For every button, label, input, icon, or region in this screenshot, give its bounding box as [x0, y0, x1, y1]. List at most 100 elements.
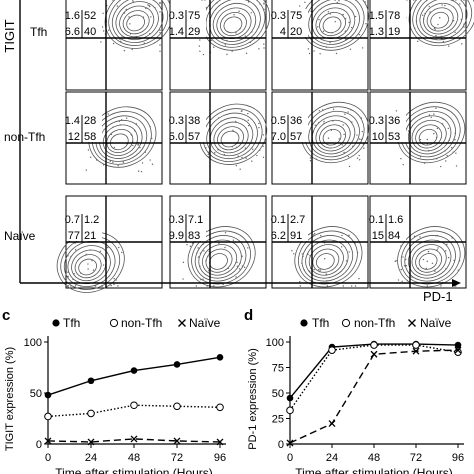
event-dot	[235, 146, 238, 149]
event-dot	[87, 268, 89, 270]
legend-marker	[178, 319, 186, 327]
quadrant-br-value: 83	[188, 230, 200, 242]
event-dot	[72, 278, 74, 281]
legend-marker	[341, 318, 351, 328]
contour-line	[419, 0, 463, 38]
event-dot	[213, 285, 215, 287]
event-dot	[360, 138, 362, 141]
data-point-open	[44, 412, 52, 421]
event-dot	[131, 134, 133, 136]
contour-line	[404, 235, 456, 282]
event-dot	[314, 232, 316, 235]
quadrant-bl-value: 6.6	[65, 26, 80, 38]
event-dot	[207, 255, 209, 258]
event-dot	[147, 4, 149, 6]
contour-line	[202, 244, 238, 276]
flow-plot-r1-c1: 0.3 38 5.0 57	[169, 91, 268, 185]
event-dot	[313, 50, 315, 52]
event-dot	[401, 280, 403, 283]
event-dot	[67, 255, 69, 257]
legend-label: non-Tfh	[354, 316, 395, 330]
quadrant-br-value: 29	[188, 26, 200, 38]
event-dot	[107, 246, 109, 249]
legend-label: non-Tfh	[121, 316, 162, 330]
event-dot	[109, 160, 112, 162]
event-dot	[308, 52, 311, 55]
contour-line	[108, 0, 169, 46]
event-dot	[74, 249, 77, 251]
event-dot	[451, 147, 453, 149]
contour-line	[308, 110, 360, 158]
y-tick-label: 25	[272, 414, 284, 426]
quadrant-label-bg	[68, 9, 102, 37]
event-dot	[125, 8, 128, 11]
quadrant-label-bg	[172, 213, 206, 241]
event-dot	[199, 39, 201, 41]
event-dot	[118, 120, 121, 123]
contour-line	[315, 253, 335, 270]
event-dot	[360, 117, 363, 119]
panel-letter: d	[244, 307, 253, 324]
event-dot	[145, 7, 147, 10]
event-dot	[198, 45, 201, 47]
quadrant-tr-value: 75	[290, 10, 302, 22]
quadrant-label-bg	[372, 114, 406, 142]
quadrant-bl-value: 15	[372, 230, 384, 242]
event-dot	[329, 41, 331, 44]
event-dot	[117, 285, 119, 287]
event-dot	[80, 285, 82, 287]
event-dot	[113, 277, 115, 280]
legend-marker	[109, 318, 119, 328]
event-dot	[235, 276, 237, 278]
event-dot	[348, 21, 350, 24]
contour-line	[194, 235, 247, 282]
event-dot	[326, 280, 328, 282]
event-dot	[400, 245, 402, 247]
legend-item-2: Naïve	[178, 316, 221, 330]
event-dot	[235, 164, 238, 167]
event-dot	[307, 253, 309, 255]
event-dot	[299, 285, 302, 287]
event-dot	[419, 156, 422, 158]
event-dot	[341, 144, 344, 146]
event-dot	[159, 32, 161, 34]
event-dot	[422, 14, 424, 16]
contour-line	[423, 2, 459, 35]
event-dot	[361, 130, 363, 133]
event-dot	[224, 246, 226, 249]
event-dot	[299, 280, 301, 283]
event-dot	[326, 285, 329, 287]
event-dot	[182, 261, 185, 264]
event-dot	[240, 110, 243, 112]
event-dot	[451, 237, 453, 239]
event-dot	[239, 262, 241, 264]
event-dot	[241, 265, 243, 267]
contour-line	[109, 133, 129, 151]
event-dot	[301, 253, 304, 255]
event-dot	[262, 134, 265, 136]
contour-line	[219, 11, 247, 37]
event-dot	[301, 262, 303, 265]
event-dot	[236, 261, 238, 264]
event-dot	[348, 234, 350, 237]
event-dot	[112, 126, 114, 128]
event-dot	[352, 145, 354, 147]
contour-line	[126, 14, 145, 32]
event-dot	[248, 0, 250, 1]
event-dot	[437, 23, 439, 26]
event-dot	[110, 133, 113, 136]
event-dot	[403, 265, 406, 267]
event-dot	[159, 2, 161, 5]
quadrant-br-value: 84	[388, 230, 400, 242]
event-dot	[444, 150, 446, 152]
quadrant-bl-value: 5.0	[169, 131, 184, 143]
event-dot	[448, 139, 451, 141]
event-dot	[442, 40, 445, 43]
event-dot	[259, 3, 261, 5]
event-dot	[406, 0, 408, 1]
event-dot	[455, 165, 458, 167]
event-dot	[336, 1, 339, 4]
series-line-0	[47, 356, 221, 396]
data-point-cross	[286, 439, 294, 447]
event-dot	[427, 250, 430, 253]
